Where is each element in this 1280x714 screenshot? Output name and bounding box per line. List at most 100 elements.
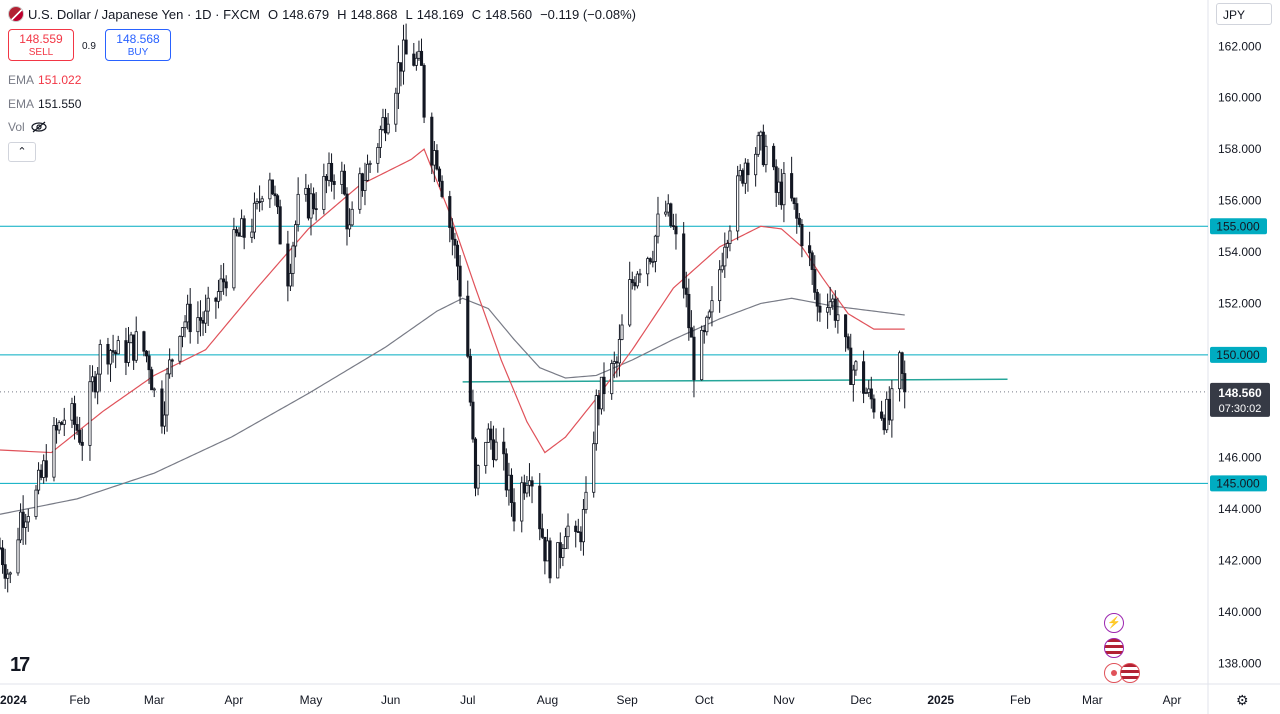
candle-body <box>332 181 336 185</box>
candle-body <box>124 340 128 363</box>
candle-body <box>782 173 786 206</box>
currency-button[interactable]: JPY <box>1216 3 1272 25</box>
candle-body <box>57 422 61 431</box>
candle-body <box>134 331 138 361</box>
candle-body <box>545 540 550 562</box>
y-tick-label: 156.000 <box>1218 194 1262 208</box>
x-tick-label: Feb <box>69 693 90 707</box>
candle-body <box>522 482 526 494</box>
candle-body <box>743 162 747 184</box>
collapse-legend-button[interactable]: ⌃ <box>8 142 36 162</box>
sell-button[interactable]: 148.559 SELL <box>8 29 74 61</box>
buy-button[interactable]: 148.568 BUY <box>105 29 171 61</box>
eye-hidden-icon[interactable] <box>31 121 47 133</box>
candle-body <box>656 213 660 237</box>
candle-body <box>232 229 236 289</box>
candle-body <box>849 347 853 385</box>
candle-body <box>222 278 226 283</box>
settings-gear-icon[interactable]: ⚙ <box>1236 692 1249 708</box>
candle-body <box>44 460 48 478</box>
candle-body <box>330 162 334 182</box>
us-event-flag-icon[interactable] <box>1104 638 1124 658</box>
candle-body <box>437 168 442 182</box>
volume-legend[interactable]: Vol <box>8 120 47 134</box>
low-value: 148.169 <box>416 6 464 22</box>
candle-body <box>669 203 673 227</box>
candle-body <box>633 282 637 287</box>
y-tick-label: 142.000 <box>1218 554 1262 568</box>
candle-body <box>702 329 706 333</box>
tradingview-logo[interactable]: 17 <box>10 654 30 676</box>
candle-body <box>710 300 714 313</box>
candle-body <box>180 327 185 337</box>
candle-body <box>468 355 472 403</box>
candle-body <box>399 62 403 72</box>
lightning-event-icon[interactable]: ⚡ <box>1104 613 1124 633</box>
candle-body <box>260 198 264 203</box>
open-label: O <box>267 6 279 22</box>
candle-body <box>422 65 426 118</box>
candle-body <box>278 206 282 245</box>
x-tick-label: 2025 <box>927 693 954 707</box>
candle-body <box>617 339 621 364</box>
candle-body <box>813 269 817 293</box>
candle-body <box>548 540 552 579</box>
us-event-flag-icon-2[interactable] <box>1120 663 1140 683</box>
candle-body <box>396 62 400 94</box>
candle-body <box>486 428 490 443</box>
ema-slow-legend[interactable]: EMA 151.550 <box>8 97 81 111</box>
volume-label: Vol <box>8 120 25 134</box>
candle-body <box>584 491 588 510</box>
candle-body <box>132 334 136 361</box>
level-price-label: 150.000 <box>1216 348 1260 362</box>
x-tick-label: Mar <box>1082 693 1103 707</box>
candle-body <box>21 511 25 528</box>
level-price-tag <box>1210 346 1267 363</box>
candle-body <box>394 92 398 125</box>
candle-body <box>671 225 675 228</box>
candle-body <box>563 536 568 549</box>
candle-body <box>142 331 146 352</box>
candle-body <box>116 340 120 355</box>
symbol-title[interactable]: U.S. Dollar / Japanese Yen · 1D · FXCM <box>28 6 260 22</box>
candle-body <box>476 465 480 489</box>
candle-body <box>597 395 601 410</box>
y-tick-label: 160.000 <box>1218 91 1262 105</box>
candle-body <box>250 231 254 238</box>
candle-body <box>106 343 110 365</box>
candle-body <box>70 403 74 421</box>
trendline <box>462 378 1008 383</box>
candle-body <box>887 398 891 421</box>
candle-body <box>484 441 488 467</box>
chevron-up-icon: ⌃ <box>17 146 27 158</box>
candle-body <box>376 147 380 164</box>
candle-body <box>705 316 709 333</box>
candle-body <box>530 480 534 487</box>
x-tick-label: Jul <box>460 693 475 707</box>
candle-body <box>759 131 763 137</box>
candle-body <box>435 150 439 170</box>
candle-body <box>288 273 292 287</box>
spread-value: 0.9 <box>82 41 96 52</box>
candle-body <box>738 170 742 177</box>
candle-body <box>198 317 203 321</box>
candle-body <box>147 355 151 371</box>
candle-body <box>72 403 77 425</box>
candle-body <box>36 469 41 491</box>
candle-body <box>851 369 855 385</box>
candle-body <box>78 429 82 443</box>
candle-body <box>252 202 257 233</box>
candle-body <box>664 211 668 215</box>
candle-body <box>363 179 367 191</box>
candle-body <box>527 480 532 486</box>
candle-body <box>509 474 514 503</box>
candle-body <box>746 162 750 176</box>
candle-body <box>615 361 619 364</box>
candle-body <box>0 547 2 550</box>
candle-body <box>365 163 370 181</box>
ema-fast-legend[interactable]: EMA 151.022 <box>8 73 81 87</box>
candle-body <box>414 57 418 66</box>
candle-body <box>638 273 642 276</box>
y-tick-label: 162.000 <box>1218 39 1262 53</box>
